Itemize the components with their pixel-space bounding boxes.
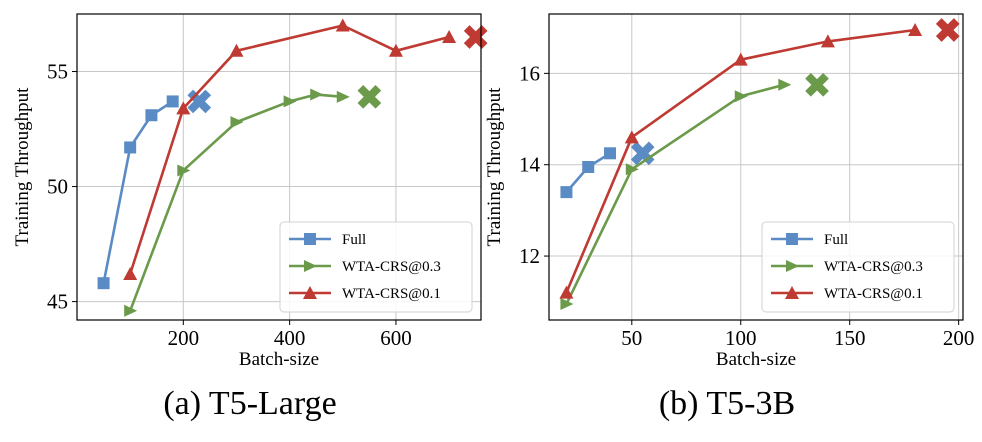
data-point-full-1	[582, 161, 595, 173]
axes: 50 100 150 200 12 14 16	[519, 61, 974, 350]
data-point-full-3	[166, 95, 179, 108]
x-tick-label-0: 50	[621, 326, 642, 350]
endpoint-wta03-stroke-b	[805, 72, 829, 97]
data-point-full-0	[560, 186, 573, 199]
series-line-full	[102, 100, 174, 284]
endpoint-full	[187, 89, 212, 114]
legend-label-full: Full	[342, 232, 366, 248]
legend-label-wta03: WTA-CRS@0.3	[342, 259, 441, 275]
legend-box	[279, 221, 473, 313]
legend-box	[761, 221, 955, 313]
legend-marker-full	[304, 233, 316, 245]
data-point-full-1	[124, 141, 137, 154]
x-tick-label-3: 200	[943, 326, 975, 350]
legend-label-full: Full	[824, 232, 848, 248]
series-line-wta03	[565, 83, 785, 305]
series-wta01	[559, 18, 960, 299]
x-tick-label-1: 400	[274, 326, 306, 350]
legend-marker-wta03	[786, 260, 799, 272]
data-point-wta01-0	[559, 285, 574, 299]
x-tick-label-2: 150	[834, 326, 866, 350]
x-tick-label-0: 200	[168, 326, 200, 350]
x-axis-label: Batch-size	[239, 349, 319, 370]
axes: 200 400 600 45 50 55	[47, 60, 412, 350]
endpoint-wta01	[935, 18, 960, 42]
data-point-wta01-3	[335, 18, 350, 32]
x-axis-label: Batch-size	[716, 349, 796, 370]
series-full	[560, 141, 655, 199]
endpoint-full-stroke-b	[630, 141, 655, 166]
y-tick-label-1: 14	[519, 153, 541, 177]
endpoint-wta01	[463, 25, 488, 49]
y-tick-label-1: 50	[47, 175, 68, 199]
plot-frame	[548, 13, 964, 321]
data-point-wta03-1	[177, 164, 191, 177]
y-axis-label: Training Throughput	[12, 87, 33, 247]
data-point-wta01-0	[123, 266, 138, 280]
data-point-wta01-5	[442, 30, 457, 44]
data-point-wta01-4	[388, 43, 403, 57]
chart-caption: (b) T5-3B	[659, 385, 795, 422]
endpoint-wta03	[805, 72, 829, 97]
data-point-full-2	[604, 147, 617, 160]
plot-frame	[76, 13, 482, 321]
legend-marker-full	[786, 233, 798, 245]
x-tick-label-1: 100	[725, 326, 757, 350]
y-tick-label-2: 55	[47, 60, 68, 84]
series-wta03	[560, 72, 829, 311]
data-point-wta03-0	[560, 298, 574, 311]
data-point-wta03-3	[778, 78, 792, 91]
data-point-wta01-2	[733, 52, 748, 66]
chart-t5-3b: 50 100 150 200 12 14 16 Full WTA-CRS@0.3 WTA-CRS@…	[484, 13, 974, 422]
data-point-wta03-2	[734, 90, 748, 103]
data-point-wta03-3	[283, 95, 297, 108]
y-axis-label: Training Throughput	[484, 87, 505, 247]
data-point-wta01-2	[229, 43, 244, 57]
x-tick-label-2: 600	[380, 326, 412, 350]
endpoint-wta01-stroke-b	[463, 25, 488, 49]
data-point-wta03-0	[124, 304, 138, 317]
series-line-wta01	[128, 24, 450, 275]
data-point-wta01-1	[624, 130, 639, 144]
chart-t5-large: 200 400 600 45 50 55 Full WTA-CRS@0.3 WTA-CRS@0.…	[12, 13, 488, 422]
legend-marker-wta03	[304, 260, 317, 272]
legend-marker-wta01	[785, 286, 799, 299]
data-point-wta03-2	[230, 116, 244, 129]
data-point-full-2	[145, 109, 158, 122]
y-tick-label-2: 16	[519, 61, 540, 85]
legend: Full WTA-CRS@0.3 WTA-CRS@0.1	[279, 221, 473, 313]
y-tick-label-0: 45	[47, 290, 68, 314]
endpoint-full-stroke-b	[187, 89, 212, 114]
legend-label-wta01: WTA-CRS@0.1	[342, 286, 441, 302]
endpoint-full	[630, 141, 655, 166]
endpoint-wta03	[357, 84, 382, 109]
data-point-wta03-1	[625, 163, 639, 176]
legend: Full WTA-CRS@0.3 WTA-CRS@0.1	[761, 221, 955, 313]
legend-marker-wta01	[303, 286, 317, 299]
data-point-wta01-4	[908, 22, 923, 36]
legend-label-wta03: WTA-CRS@0.3	[824, 259, 923, 275]
endpoint-wta03-stroke-b	[357, 84, 382, 109]
series-full	[97, 89, 212, 290]
series-wta01	[123, 18, 488, 280]
series-wta03	[124, 84, 382, 317]
legend-label-wta01: WTA-CRS@0.1	[824, 286, 923, 302]
endpoint-wta01-stroke-b	[935, 18, 960, 42]
data-point-wta01-3	[820, 34, 835, 48]
chart-caption: (a) T5-Large	[163, 385, 336, 422]
y-tick-label-0: 12	[519, 244, 540, 268]
data-point-wta03-5	[336, 90, 350, 103]
data-point-full-0	[97, 277, 110, 290]
data-point-wta03-4	[310, 88, 324, 101]
data-point-wta01-1	[176, 101, 191, 115]
